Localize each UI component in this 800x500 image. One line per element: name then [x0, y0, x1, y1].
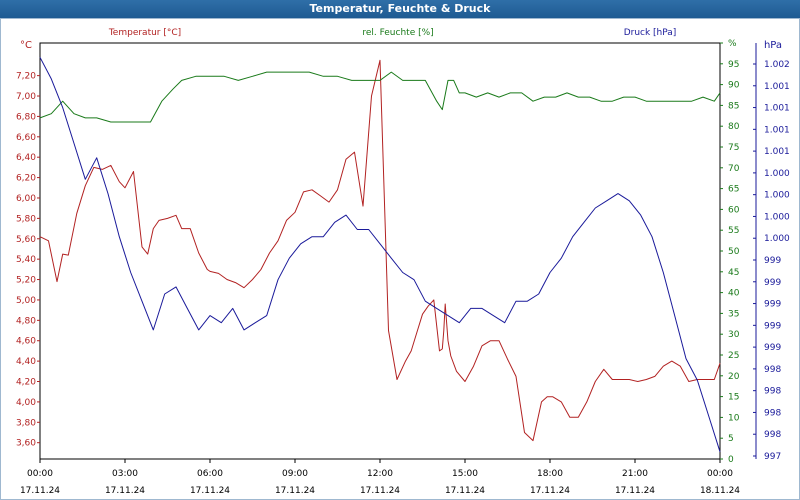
legend-pressure: Druck [hPa]	[624, 28, 677, 38]
pressure-tick-label: 999	[764, 343, 781, 353]
temperature-tick-label: 3,60	[16, 439, 36, 449]
temperature-tick-label: 4,00	[16, 398, 36, 408]
series-line-temperature	[39, 59, 721, 442]
temperature-tick-label: 6,80	[16, 112, 36, 122]
x-date-label: 17.11.24	[20, 486, 60, 496]
series-line-humidity	[39, 71, 721, 123]
temperature-tick-label: 5,80	[16, 214, 36, 224]
pressure-tick-label: 998	[764, 430, 781, 440]
humidity-tick-label: 55	[728, 226, 739, 236]
pressure-tick-label: 1.001	[764, 147, 790, 157]
pressure-tick-label: 1.001	[764, 125, 790, 135]
x-date-label: 17.11.24	[615, 486, 655, 496]
x-date-label: 17.11.24	[530, 486, 570, 496]
temperature-tick-label: 5,40	[16, 255, 36, 265]
humidity-tick-label: 45	[728, 268, 739, 278]
temperature-tick-label: 4,40	[16, 357, 36, 367]
x-tick-label: 15:00	[452, 469, 478, 479]
humidity-tick-label: 70	[728, 164, 740, 174]
x-date-label: 17.11.24	[360, 486, 400, 496]
chart-axes	[37, 42, 757, 463]
humidity-tick-label: 5	[728, 434, 734, 444]
pressure-tick-label: 998	[764, 365, 781, 375]
pressure-tick-label: 999	[764, 256, 781, 266]
humidity-tick-label: 85	[728, 101, 739, 111]
temperature-tick-label: 6,60	[16, 133, 36, 143]
humidity-tick-label: 95	[728, 60, 739, 70]
pressure-tick-label: 1.000	[764, 191, 790, 201]
temperature-unit-label: °C	[20, 40, 32, 51]
humidity-tick-label: 60	[728, 205, 740, 215]
temperature-tick-label: 7,20	[16, 72, 36, 82]
x-date-label: 17.11.24	[275, 486, 315, 496]
humidity-tick-label: 40	[728, 289, 740, 299]
temperature-tick-label: 6,20	[16, 174, 36, 184]
x-tick-label: 00:00	[707, 469, 733, 479]
x-tick-label: 21:00	[622, 469, 648, 479]
pressure-tick-label: 998	[764, 408, 781, 418]
humidity-tick-label: 30	[728, 330, 740, 340]
pressure-tick-label: 999	[764, 300, 781, 310]
x-tick-label: 03:00	[112, 469, 138, 479]
x-tick-label: 06:00	[197, 469, 223, 479]
pressure-tick-label: 998	[764, 387, 781, 397]
humidity-tick-label: 10	[728, 413, 740, 423]
pressure-tick-label: 1.000	[764, 212, 790, 222]
x-tick-label: 09:00	[282, 469, 308, 479]
humidity-tick-label: 90	[728, 81, 740, 91]
series-line-pressure	[39, 57, 721, 452]
humidity-tick-label: 65	[728, 185, 739, 195]
x-date-label: 17.11.24	[105, 486, 145, 496]
humidity-tick-label: 0	[728, 455, 734, 465]
pressure-tick-label: 999	[764, 321, 781, 331]
x-tick-label: 12:00	[367, 469, 393, 479]
humidity-tick-label: 80	[728, 122, 740, 132]
pressure-tick-label: 1.001	[764, 104, 790, 114]
pressure-tick-label: 1.001	[764, 82, 790, 92]
temperature-tick-label: 5,20	[16, 276, 36, 286]
temperature-tick-label: 4,20	[16, 378, 36, 388]
x-tick-label: 00:00	[27, 469, 53, 479]
x-date-label: 18.11.24	[700, 486, 740, 496]
humidity-tick-label: 35	[728, 309, 739, 319]
temperature-tick-label: 5,60	[16, 235, 36, 245]
chart-series	[39, 57, 721, 452]
pressure-unit-label: hPa	[764, 40, 782, 51]
x-tick-label: 18:00	[537, 469, 563, 479]
temperature-tick-label: 7,00	[16, 92, 36, 102]
temperature-tick-label: 6,40	[16, 153, 36, 163]
legend-temperature: Temperatur [°C]	[108, 28, 181, 38]
x-date-label: 17.11.24	[445, 486, 485, 496]
plot-border	[39, 42, 721, 460]
humidity-tick-label: %	[728, 39, 737, 49]
temperature-tick-label: 4,80	[16, 316, 36, 326]
temperature-tick-label: 3,80	[16, 418, 36, 428]
temperature-tick-label: 6,00	[16, 194, 36, 204]
humidity-tick-label: 75	[728, 143, 739, 153]
legend-humidity: rel. Feuchte [%]	[362, 28, 433, 38]
chart-area: 00:00 17.11.24 03:00 17.11.24 06:00 17.11.24 0…	[16, 28, 790, 496]
humidity-tick-label: 20	[728, 372, 740, 382]
humidity-tick-label: 50	[728, 247, 740, 257]
temperature-tick-label: 5,00	[16, 296, 36, 306]
pressure-tick-label: 1.002	[764, 60, 790, 70]
chart-labels: 00:00 17.11.24 03:00 17.11.24 06:00 17.11.24 0…	[16, 28, 790, 496]
humidity-tick-label: 15	[728, 393, 739, 403]
pressure-tick-label: 999	[764, 278, 781, 288]
pressure-tick-label: 1.000	[764, 169, 790, 179]
x-date-label: 17.11.24	[190, 486, 230, 496]
chart-title: Temperatur, Feuchte & Druck	[0, 0, 800, 18]
pressure-tick-label: 997	[764, 452, 781, 462]
humidity-tick-label: 25	[728, 351, 739, 361]
pressure-tick-label: 1.000	[764, 234, 790, 244]
temperature-tick-label: 4,60	[16, 337, 36, 347]
